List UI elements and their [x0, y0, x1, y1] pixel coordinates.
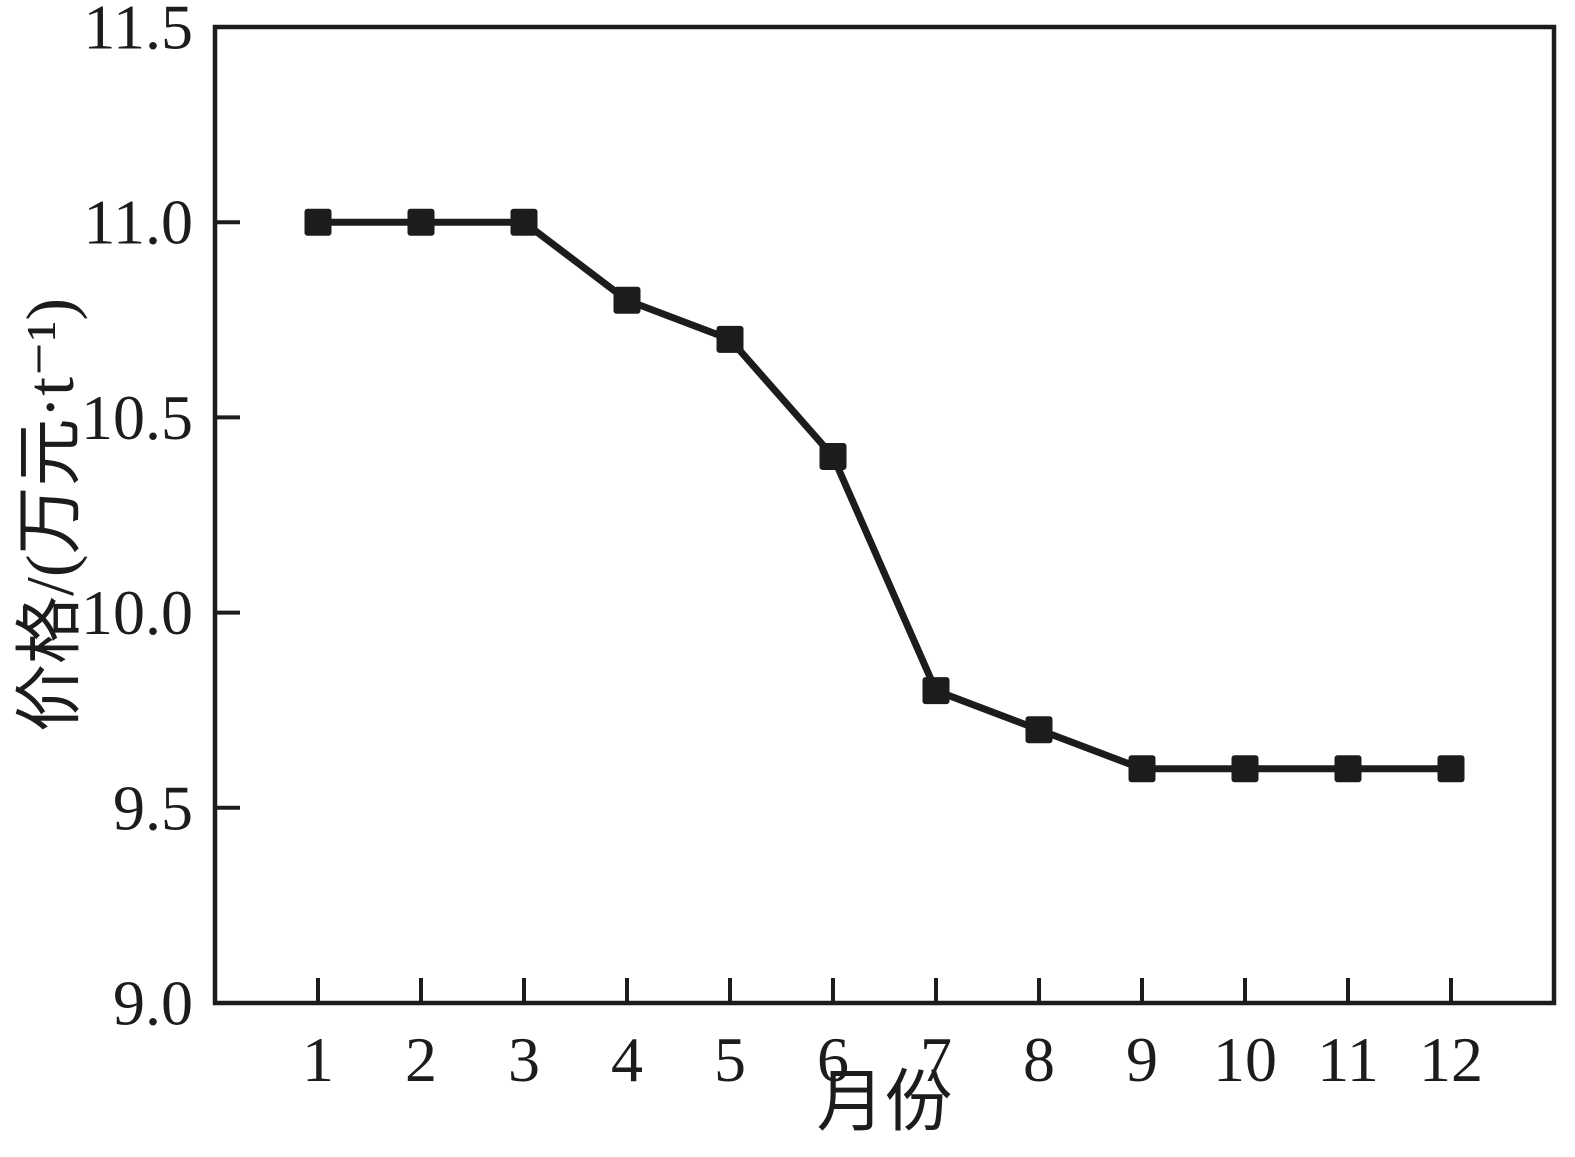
data-point-marker: [716, 325, 744, 353]
data-point-marker: [613, 286, 641, 314]
data-point-marker: [1334, 755, 1362, 783]
y-axis-label: 价格/(万元·t⁻¹): [12, 298, 88, 732]
x-tick-label: 11: [1317, 1024, 1379, 1095]
x-tick-label: 12: [1419, 1024, 1483, 1095]
x-tick-label: 5: [714, 1024, 746, 1095]
data-point-marker: [1025, 716, 1053, 744]
x-tick-label: 10: [1213, 1024, 1277, 1095]
data-point-marker: [407, 208, 435, 236]
x-tick-label: 2: [405, 1024, 437, 1095]
plot-frame: [212, 24, 1557, 1006]
y-tick-label: 9.5: [113, 772, 193, 843]
y-tick-label: 11.5: [83, 0, 193, 63]
data-point-marker: [304, 208, 332, 236]
y-tick-label: 10.5: [81, 382, 193, 453]
data-point-marker: [819, 442, 847, 470]
x-tick-label: 8: [1023, 1024, 1055, 1095]
y-tick-label: 11.0: [83, 187, 193, 258]
data-point-marker: [1231, 755, 1259, 783]
x-tick-label: 1: [302, 1024, 334, 1095]
data-point-marker: [1128, 755, 1156, 783]
data-point-marker: [922, 677, 950, 705]
y-tick-label: 10.0: [81, 577, 193, 648]
x-tick-label: 4: [611, 1024, 643, 1095]
x-tick-label: 3: [508, 1024, 540, 1095]
x-tick-label: 9: [1126, 1024, 1158, 1095]
x-axis-label: 月份: [816, 1064, 952, 1140]
data-point-marker: [1437, 755, 1465, 783]
data-line: [318, 218, 1451, 773]
x-tick-label: 7: [920, 1024, 952, 1095]
y-tick-label: 9.0: [113, 968, 193, 1039]
data-point-marker: [510, 208, 538, 236]
x-tick-label: 6: [817, 1024, 849, 1095]
